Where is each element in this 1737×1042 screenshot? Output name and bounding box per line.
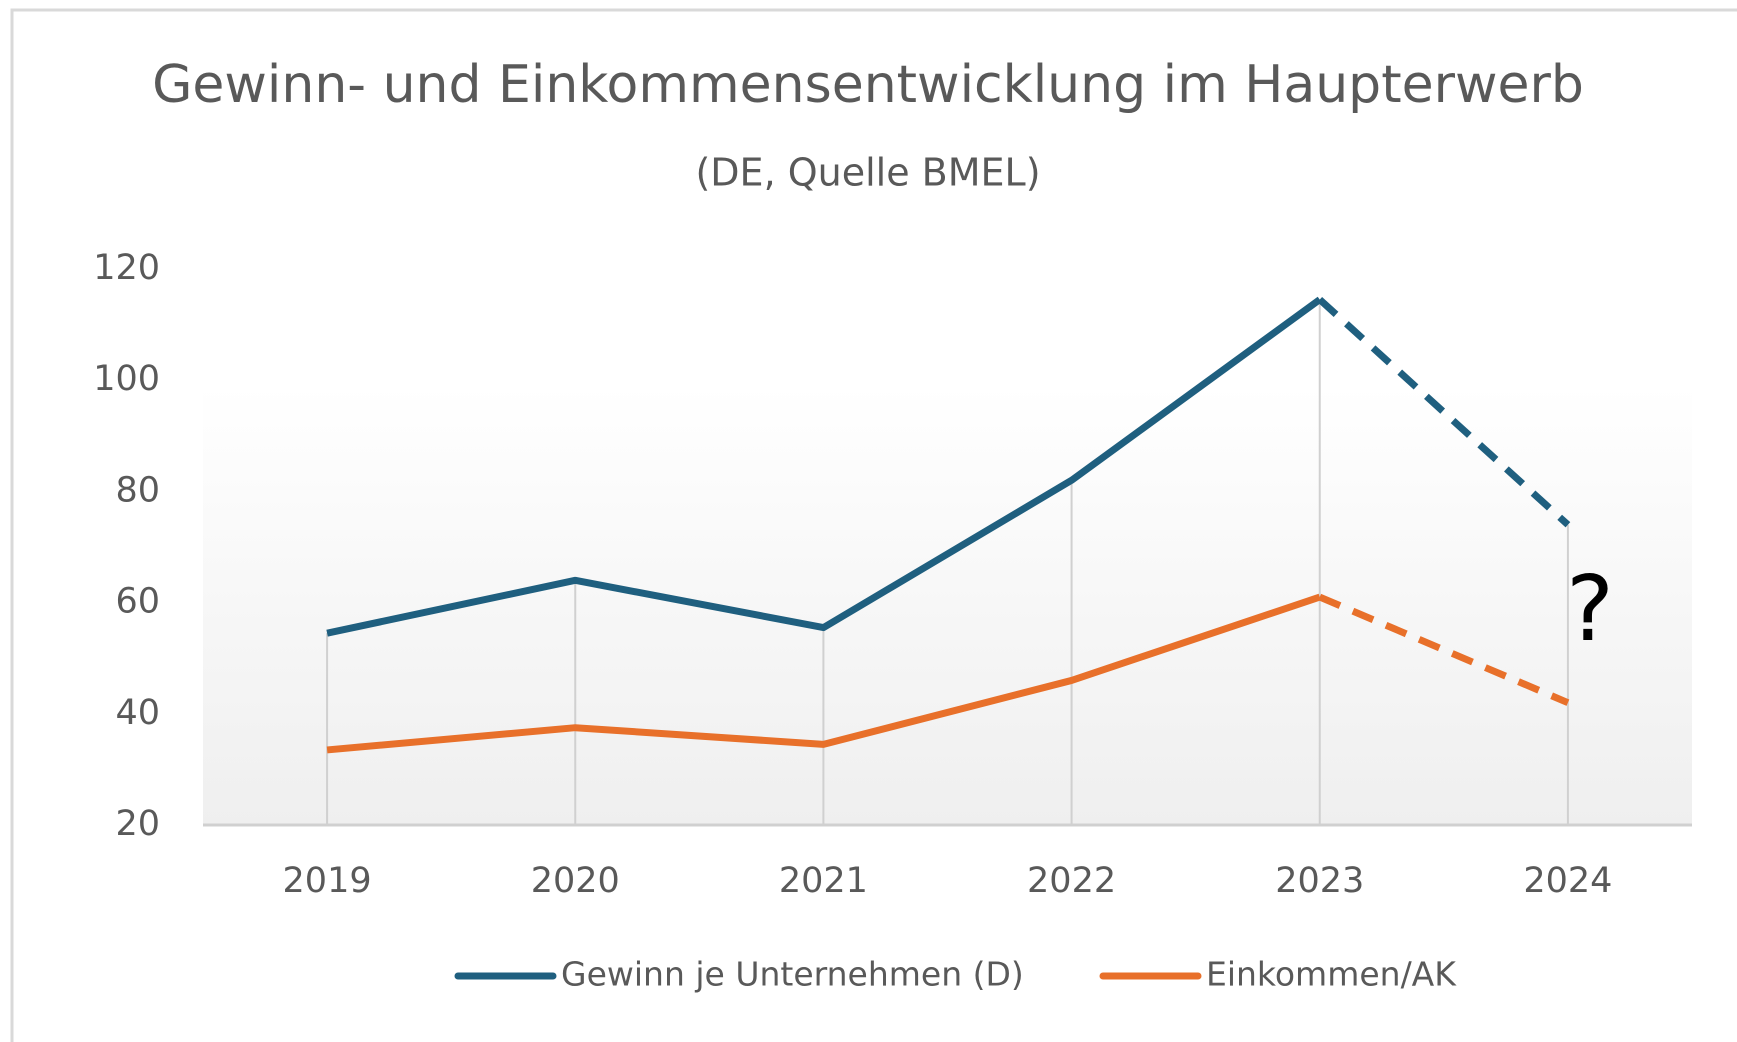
y-tick-label: 120 (93, 248, 160, 288)
y-tick-label: 20 (115, 804, 160, 844)
plot-background (203, 385, 1692, 825)
chart-subtitle: (DE, Quelle BMEL) (695, 151, 1040, 195)
x-tick-label: 2019 (283, 861, 372, 901)
y-tick-label: 60 (115, 582, 160, 622)
x-tick-label: 2021 (779, 861, 868, 901)
series-line (1318, 593, 1570, 706)
y-tick-label: 100 (93, 359, 160, 399)
x-tick-label: 2023 (1275, 861, 1364, 901)
x-tick-label: 2024 (1523, 861, 1612, 901)
series-line (326, 296, 1322, 637)
series-line (1317, 296, 1571, 528)
legend-label: Einkommen/AK (1206, 955, 1457, 994)
series-line (326, 593, 1321, 754)
y-tick-label: 40 (115, 693, 160, 733)
legend-label: Gewinn je Unternehmen (D) (561, 955, 1024, 994)
x-tick-label: 2022 (1027, 861, 1116, 901)
y-tick-label: 80 (115, 470, 160, 510)
annotation: ? (1566, 557, 1614, 662)
chart-title: Gewinn- und Einkommensentwicklung im Hau… (152, 55, 1584, 115)
x-tick-label: 2020 (531, 861, 620, 901)
